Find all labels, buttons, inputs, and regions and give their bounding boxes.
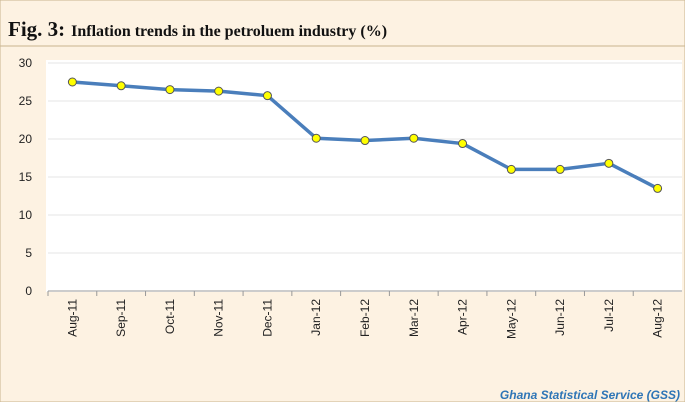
x-tick-label: Sep-11 xyxy=(114,299,128,337)
x-tick-label: Jul-12 xyxy=(602,299,616,332)
chart-title: Inflation trends in the petroluem indust… xyxy=(71,23,387,40)
marker xyxy=(555,164,565,174)
marker xyxy=(67,77,77,87)
y-tick-label: 15 xyxy=(19,170,33,184)
marker xyxy=(604,158,614,168)
y-tick-label: 10 xyxy=(19,208,33,222)
y-tick-label: 30 xyxy=(19,56,33,70)
marker xyxy=(458,139,468,149)
x-tick-label: Dec-11 xyxy=(260,299,274,337)
marker xyxy=(409,133,419,143)
marker xyxy=(165,85,175,95)
x-tick-label: Jun-12 xyxy=(553,299,567,336)
y-tick-label: 5 xyxy=(25,246,32,260)
marker xyxy=(311,133,321,143)
x-tick-label: Mar-12 xyxy=(407,299,421,337)
x-tick-label: Feb-12 xyxy=(358,299,372,337)
source: Ghana Statistical Service (GSS) xyxy=(500,388,680,402)
marker xyxy=(360,136,370,146)
figure-label: Fig. 3: xyxy=(8,17,65,41)
x-tick-label: Jan-12 xyxy=(309,299,323,336)
plot-area xyxy=(46,60,682,292)
x-tick-label: May-12 xyxy=(504,299,518,339)
x-tick-label: Apr-12 xyxy=(456,299,470,335)
y-tick-label: 25 xyxy=(19,94,33,108)
marker xyxy=(262,91,272,101)
marker xyxy=(214,86,224,96)
title-text: Fig. 3: Inflation trends in the petrolue… xyxy=(8,17,387,41)
x-tick-label: Aug-12 xyxy=(651,299,665,338)
marker xyxy=(653,183,663,193)
x-tick-label: Oct-11 xyxy=(163,299,177,334)
x-tick-label: Aug-11 xyxy=(65,299,79,337)
y-tick-label: 0 xyxy=(25,284,32,298)
marker xyxy=(116,81,126,91)
marker xyxy=(506,164,516,174)
x-tick-label: Nov-11 xyxy=(212,299,226,337)
y-tick-label: 20 xyxy=(19,132,33,146)
